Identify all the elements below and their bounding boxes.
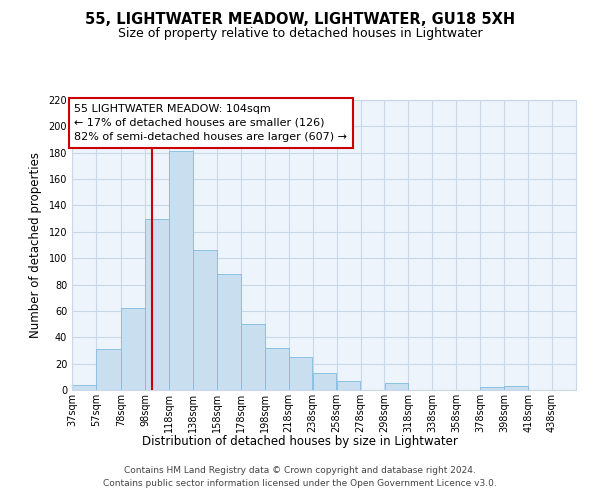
Bar bbox=[337, 381, 361, 390]
Bar bbox=[217, 274, 241, 390]
Bar bbox=[169, 152, 193, 390]
Y-axis label: Number of detached properties: Number of detached properties bbox=[29, 152, 41, 338]
Bar bbox=[193, 250, 217, 390]
Bar bbox=[265, 348, 289, 390]
Bar bbox=[385, 384, 408, 390]
Bar bbox=[481, 388, 504, 390]
Bar bbox=[289, 357, 313, 390]
Text: 55, LIGHTWATER MEADOW, LIGHTWATER, GU18 5XH: 55, LIGHTWATER MEADOW, LIGHTWATER, GU18 … bbox=[85, 12, 515, 28]
Bar bbox=[313, 373, 337, 390]
Text: Distribution of detached houses by size in Lightwater: Distribution of detached houses by size … bbox=[142, 435, 458, 448]
Bar bbox=[145, 218, 169, 390]
Bar bbox=[241, 324, 265, 390]
Text: Size of property relative to detached houses in Lightwater: Size of property relative to detached ho… bbox=[118, 28, 482, 40]
Text: Contains HM Land Registry data © Crown copyright and database right 2024.
Contai: Contains HM Land Registry data © Crown c… bbox=[103, 466, 497, 487]
Bar bbox=[121, 308, 145, 390]
Bar bbox=[505, 386, 528, 390]
Text: 55 LIGHTWATER MEADOW: 104sqm
← 17% of detached houses are smaller (126)
82% of s: 55 LIGHTWATER MEADOW: 104sqm ← 17% of de… bbox=[74, 104, 347, 142]
Bar bbox=[96, 349, 121, 390]
Bar bbox=[72, 384, 96, 390]
